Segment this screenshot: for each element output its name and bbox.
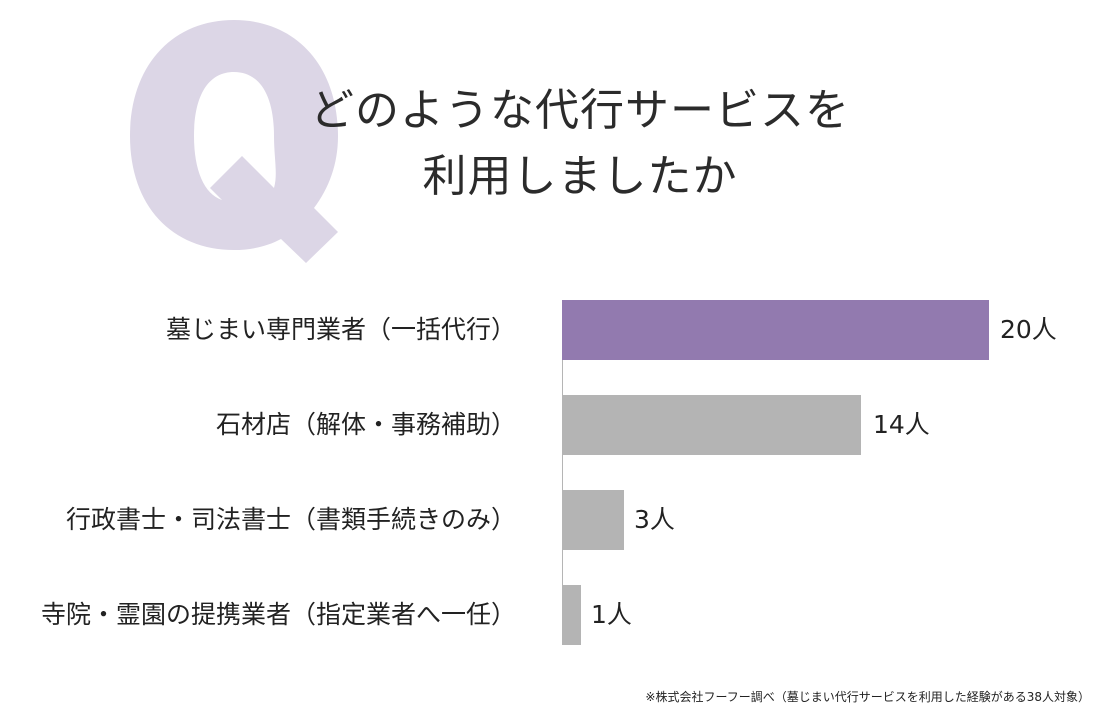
category-axis-line: [562, 300, 563, 645]
bar: [562, 395, 861, 455]
category-label: 行政書士・司法書士（書類手続きのみ）: [65, 505, 516, 534]
title-line-1: どのような代行サービスを: [310, 85, 850, 136]
bar-row-specialist: 墓じまい専門業者（一括代行） 20人: [0, 300, 1100, 360]
title-line-2: 利用しましたか: [422, 151, 738, 202]
value-label: 14人: [873, 410, 930, 439]
question-title: どのような代行サービスを 利用しましたか: [250, 78, 910, 210]
category-label: 寺院・霊園の提携業者（指定業者へ一任）: [40, 600, 516, 629]
value-label: 1人: [591, 600, 632, 629]
bar: [562, 585, 581, 645]
value-label: 20人: [1000, 315, 1057, 344]
bar-highlighted: [562, 300, 989, 360]
category-label: 墓じまい専門業者（一括代行）: [165, 315, 516, 344]
bar-row-scrivener: 行政書士・司法書士（書類手続きのみ） 3人: [0, 490, 1100, 550]
bar: [562, 490, 624, 550]
q-letter-shape: [130, 20, 338, 263]
category-label: 石材店（解体・事務補助）: [215, 410, 516, 439]
q-letter-icon: [130, 20, 338, 263]
value-label: 3人: [634, 505, 675, 534]
bar-row-stonemason: 石材店（解体・事務補助） 14人: [0, 395, 1100, 455]
survey-source-footnote: ※株式会社フーフー調べ（墓じまい代行サービスを利用した経験がある38人対象）: [645, 690, 1090, 704]
bar-row-temple-partner: 寺院・霊園の提携業者（指定業者へ一任） 1人: [0, 585, 1100, 645]
